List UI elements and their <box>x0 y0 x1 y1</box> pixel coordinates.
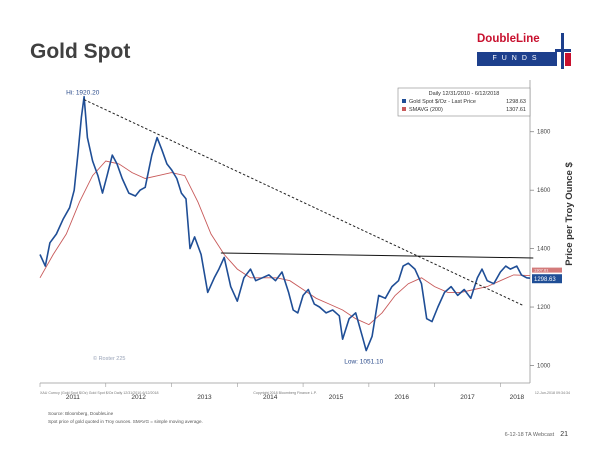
x-tick-label: 2012 <box>131 394 146 401</box>
x-tick-label: 2016 <box>395 394 410 401</box>
y-axis: 1000 1200 1400 1600 1800 Price per Troy Ounce… <box>530 130 575 369</box>
last-price-tag-bg <box>532 274 562 284</box>
x-tick-label: 2018 <box>510 394 525 401</box>
source-line-1: Source: Bloomberg, DoubleLine <box>48 411 114 416</box>
legend-box: Daily 12/31/2010 - 6/12/2018 Gold Spot $/… <box>397 87 531 117</box>
source-line-2: Spot price of gold quoted in Troy ounces… <box>48 419 203 424</box>
resistance-trendline <box>220 252 534 259</box>
page-title: Gold Spot <box>30 40 131 63</box>
y-tick-label: 1800 <box>537 130 551 136</box>
legend-swatch <box>402 99 406 103</box>
moving-average-series <box>39 160 531 326</box>
legend-series-name: Gold Spot $/Oz - Last Price <box>409 99 476 105</box>
page-footer: 6-12-18 TA Webcast 21 <box>505 431 568 438</box>
bloomberg-timestamp: 12-Jun-2018 09:34:34 <box>535 391 570 395</box>
x-tick-label: 2015 <box>329 394 344 401</box>
logo-wordmark: DoubleLine <box>477 33 540 45</box>
logo-funds-bar: FUNDS <box>477 52 557 66</box>
chart-note: © Roster 225 <box>93 355 125 362</box>
legend-swatch <box>402 107 406 111</box>
high-label: Hi: 1920.20 <box>66 90 100 97</box>
page-number: 21 <box>560 431 568 438</box>
legend-header: Daily 12/31/2010 - 6/12/2018 <box>429 91 500 97</box>
legend-frame <box>397 87 531 117</box>
plot-frame <box>40 80 531 384</box>
price-line <box>39 95 531 352</box>
moving-average-tag: 1307.61 <box>534 268 549 273</box>
y-tick-label: 1600 <box>537 188 551 194</box>
last-price-tag: 1298.63 <box>534 277 556 283</box>
x-axis: 2011 2012 2013 2014 2015 2016 2017 2018 XAU Curn… <box>39 383 570 401</box>
doubleline-logo: DoubleLine FUNDS <box>477 33 572 69</box>
y-tick-label: 1400 <box>537 247 551 253</box>
moving-average-tag-bg <box>532 267 562 273</box>
y-tick-label: 1200 <box>537 305 551 311</box>
downtrend-trendline <box>83 99 524 307</box>
legend-series-value: 1298.63 <box>506 99 526 105</box>
x-tick-label: 2014 <box>263 394 278 401</box>
legend-series-value: 1307.61 <box>506 107 526 113</box>
low-label: Low: 1051.10 <box>344 359 383 366</box>
x-tick-label: 2013 <box>197 394 212 401</box>
footer-code: 6-12-18 TA Webcast <box>504 432 555 438</box>
y-tick-label: 1000 <box>537 363 551 369</box>
bloomberg-copyright: Copyright 2018 Bloomberg Finance L.P. <box>253 391 317 395</box>
legend-series-name: SMAVG (200) <box>409 107 443 113</box>
x-tick-label: 2017 <box>460 394 475 401</box>
y-axis-label: Price per Troy Ounce $ <box>564 162 575 266</box>
logo-red-square <box>565 53 571 66</box>
logo-cross-bar <box>555 49 571 52</box>
trendlines <box>83 99 534 307</box>
bloomberg-source: XAU Curncy (Gold Spot $/Oz) Gold Spot $/… <box>40 391 158 395</box>
price-series <box>39 95 531 352</box>
moving-average-line <box>39 160 531 326</box>
annotations: Hi: 1920.20 Low: 1051.10 © Roster 225 1298.… <box>66 90 562 366</box>
x-tick-label: 2011 <box>66 394 80 401</box>
